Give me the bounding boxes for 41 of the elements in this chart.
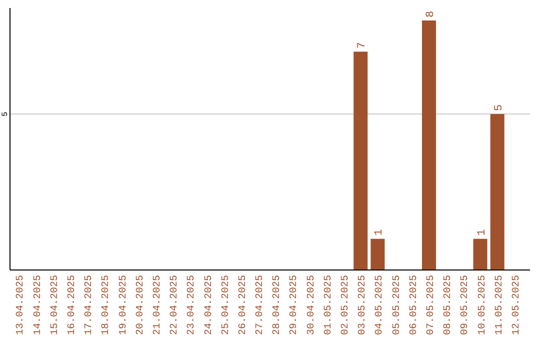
x-tick-label: 30.04.2025: [306, 275, 318, 336]
x-tick-label: 29.04.2025: [289, 275, 300, 336]
bar: [473, 238, 488, 270]
x-tick-label: 02.05.2025: [340, 275, 352, 336]
bar: [370, 238, 385, 270]
x-tick-label: 04.05.2025: [374, 275, 386, 336]
x-tick-label: 10.05.2025: [477, 275, 488, 336]
x-tick-label: 14.04.2025: [32, 275, 44, 336]
x-tick-label: 20.04.2025: [135, 275, 146, 336]
x-tick-label: 13.04.2025: [16, 275, 27, 336]
x-tick-label: 24.04.2025: [204, 275, 215, 336]
ref-line-label: 5: [1, 111, 10, 116]
bar: [422, 20, 436, 270]
x-tick-label: 17.04.2025: [84, 275, 96, 336]
x-tick-label: 09.05.2025: [460, 275, 472, 336]
x-tick-label: 07.05.2025: [426, 275, 437, 336]
data-label: 5: [493, 104, 506, 112]
data-label: 1: [374, 228, 386, 236]
data-label: 1: [476, 228, 488, 236]
x-tick-label: 05.05.2025: [392, 275, 403, 336]
x-tick-label: 18.04.2025: [101, 275, 112, 336]
bar: [354, 52, 368, 270]
data-label: 8: [424, 10, 437, 18]
x-tick-label: 11.05.2025: [494, 275, 506, 336]
x-tick-label: 21.04.2025: [152, 275, 164, 336]
x-tick-label: 28.04.2025: [272, 275, 284, 336]
data-label: 7: [356, 42, 369, 49]
x-tick-label: 23.04.2025: [186, 275, 198, 336]
x-tick-label: 16.04.2025: [67, 275, 78, 336]
x-tick-label: 08.05.2025: [443, 275, 454, 336]
x-tick-label: 25.04.2025: [220, 275, 232, 336]
x-tick-label: 01.05.2025: [323, 275, 334, 336]
x-tick-label: 22.04.2025: [170, 275, 181, 336]
bar: [490, 114, 504, 270]
x-tick-label: 27.04.2025: [255, 275, 266, 336]
x-tick-label: 26.04.2025: [238, 275, 249, 336]
x-tick-label: 19.04.2025: [118, 275, 130, 336]
x-tick-label: 03.05.2025: [358, 275, 369, 336]
x-tick-label: 15.04.2025: [50, 275, 61, 336]
x-tick-label: 06.05.2025: [408, 275, 420, 336]
x-tick-label: 12.05.2025: [511, 275, 522, 336]
